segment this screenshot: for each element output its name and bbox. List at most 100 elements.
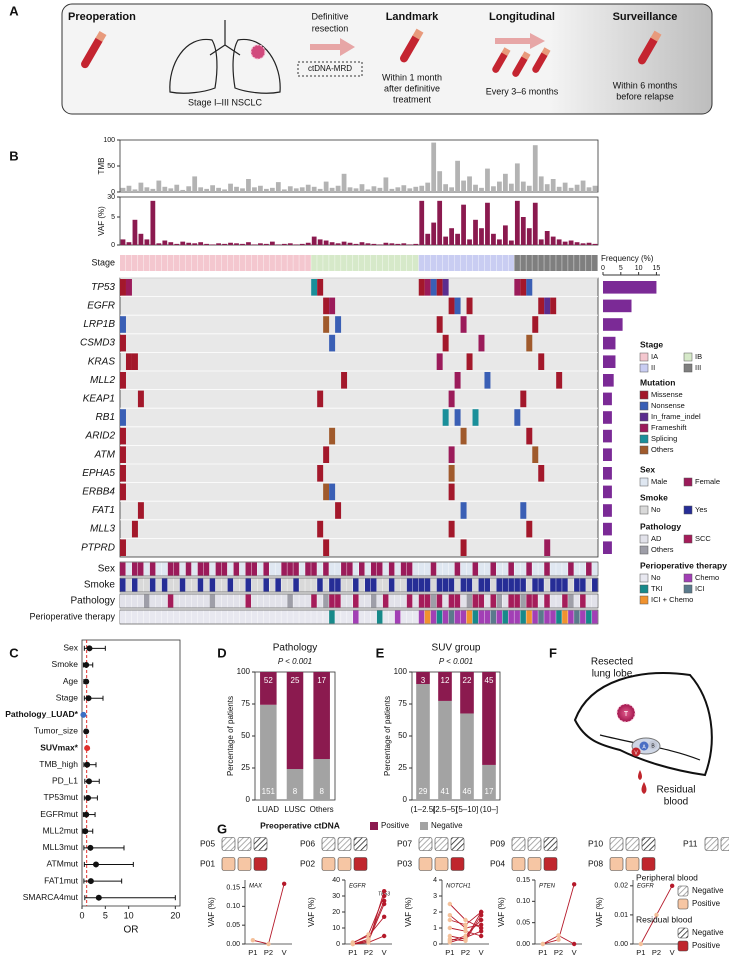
panel-label: D	[217, 645, 226, 660]
track-cell	[538, 578, 544, 592]
track-cell	[448, 578, 455, 592]
track-cell	[245, 594, 252, 608]
point	[669, 883, 675, 889]
mutation-cell	[448, 446, 455, 463]
track-cell	[454, 594, 461, 608]
track-cell	[299, 594, 305, 608]
mrd-box	[297, 61, 363, 77]
or-point	[95, 894, 102, 901]
track-cell	[329, 594, 335, 608]
mutation-cell	[125, 353, 132, 370]
legend-swatch	[639, 363, 649, 373]
point	[266, 941, 271, 947]
track-cell	[448, 562, 455, 576]
legend-label: III	[695, 363, 701, 372]
point	[463, 929, 468, 934]
stage-cell	[538, 255, 544, 271]
f-label: Residual	[657, 785, 696, 796]
track-cell	[293, 578, 299, 592]
point	[463, 935, 468, 940]
stage-cell	[131, 255, 138, 271]
legend-swatch	[677, 940, 689, 952]
mutation-cell	[460, 539, 467, 556]
mutation-cell	[323, 316, 330, 333]
or-point	[83, 728, 90, 735]
legend-label: Negative	[692, 928, 724, 937]
track-cell	[233, 562, 240, 576]
mutation-cell	[329, 427, 336, 445]
bar	[592, 185, 598, 192]
chart-title: EGFR	[349, 884, 366, 890]
y-tick-label: 0	[403, 795, 408, 804]
bar	[473, 184, 478, 192]
gene-label: ERBB4	[82, 487, 115, 498]
bar-segment	[482, 764, 496, 800]
track-cell	[317, 594, 323, 608]
mutation-cell	[329, 297, 336, 315]
track-cell	[275, 562, 281, 576]
x-tick-label: 15	[653, 265, 661, 272]
track-cell	[454, 578, 461, 592]
or-point	[87, 844, 94, 851]
bar	[323, 181, 329, 192]
gene-label: FAT1	[92, 505, 115, 516]
track-cell	[311, 562, 317, 576]
track-cell	[364, 578, 371, 592]
track-cell	[120, 562, 126, 576]
bar	[425, 182, 431, 192]
stage-cell	[227, 255, 234, 271]
track-cell	[376, 610, 383, 624]
step-note: treatment	[393, 94, 432, 104]
x-tick-label: Others	[310, 805, 334, 814]
patient-id: P01	[200, 858, 215, 868]
track-cell	[370, 594, 377, 608]
track-cell	[323, 578, 329, 592]
bar	[132, 219, 138, 245]
bar	[395, 187, 401, 192]
y-tick-label: 0.05	[516, 920, 530, 927]
mutation-cell	[137, 390, 144, 408]
mutation-cell	[514, 409, 521, 426]
count-label: 25	[291, 676, 300, 685]
legend-label: ICI	[695, 584, 705, 593]
track-cell	[574, 610, 580, 624]
legend-title: Stage	[640, 339, 663, 349]
track-cell	[586, 594, 592, 608]
y-tick-label: 25	[398, 763, 407, 772]
bar-segment	[260, 672, 277, 705]
track-cell	[233, 610, 240, 624]
track-cell	[120, 578, 126, 592]
bar	[353, 243, 359, 245]
track-cell	[460, 562, 467, 576]
sample-status	[418, 837, 433, 851]
x-tick-label: V	[572, 948, 577, 957]
legend-swatch	[677, 927, 689, 939]
mutation-cell	[323, 539, 330, 556]
track-cell	[454, 562, 461, 576]
y-tick-label: 0.02	[614, 883, 628, 890]
track-cell	[197, 610, 204, 624]
sample-status	[221, 857, 236, 871]
track-cell	[400, 594, 407, 608]
y-tick-label: 50	[107, 163, 115, 170]
mutation-cell	[317, 390, 324, 408]
mutation-cell	[538, 353, 545, 370]
track-cell	[155, 578, 162, 592]
track-label: Sex	[98, 564, 115, 575]
gene-label: MLL2	[90, 375, 115, 386]
track-cell	[550, 610, 556, 624]
bar-segment	[286, 769, 304, 800]
track-cell	[520, 594, 526, 608]
track-cell	[167, 610, 174, 624]
point	[447, 933, 453, 939]
track-cell	[562, 610, 568, 624]
mutation-cell	[526, 520, 533, 538]
track-cell	[221, 578, 228, 592]
track-cell	[281, 594, 287, 608]
bar	[228, 183, 233, 192]
legend-swatch	[683, 534, 693, 544]
mutation-cell	[454, 409, 461, 426]
point	[478, 913, 484, 918]
bar	[144, 239, 150, 245]
patient-id: P04	[490, 858, 505, 868]
